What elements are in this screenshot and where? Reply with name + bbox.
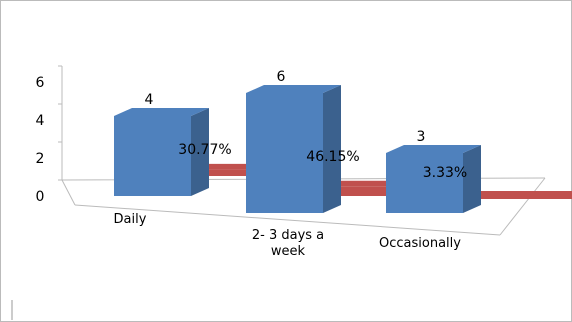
bar <box>114 116 191 196</box>
value-label: 4 <box>145 92 154 108</box>
value-label: 30.77% <box>178 142 231 158</box>
bar-side <box>463 145 481 213</box>
y-tick-label: 2 <box>36 151 45 167</box>
bar-side <box>191 108 209 196</box>
floor-side <box>499 177 546 236</box>
floor-front <box>74 204 501 236</box>
bar-top <box>454 191 572 197</box>
value-label: 3.33% <box>423 165 467 181</box>
bar <box>454 197 572 199</box>
x-tick-label: Daily <box>113 212 147 227</box>
floor-side <box>61 179 76 206</box>
y-tick-label: 0 <box>36 189 45 205</box>
bar <box>182 169 302 176</box>
bar-top <box>246 85 341 93</box>
bar-top <box>114 108 209 116</box>
y-tick-label: 4 <box>36 113 45 129</box>
value-label: 6 <box>277 69 286 85</box>
bar <box>246 93 323 213</box>
x-tick-label: 2- 3 days a week <box>251 228 325 259</box>
x-tick-label: Occasionally <box>379 236 461 251</box>
bar-side <box>323 85 341 213</box>
y-tick-label: 6 <box>36 75 45 91</box>
value-label: 3 <box>417 129 426 145</box>
bar <box>314 186 434 196</box>
bar-top <box>386 145 481 153</box>
bar <box>386 153 463 213</box>
value-label: 46.15% <box>306 149 359 165</box>
